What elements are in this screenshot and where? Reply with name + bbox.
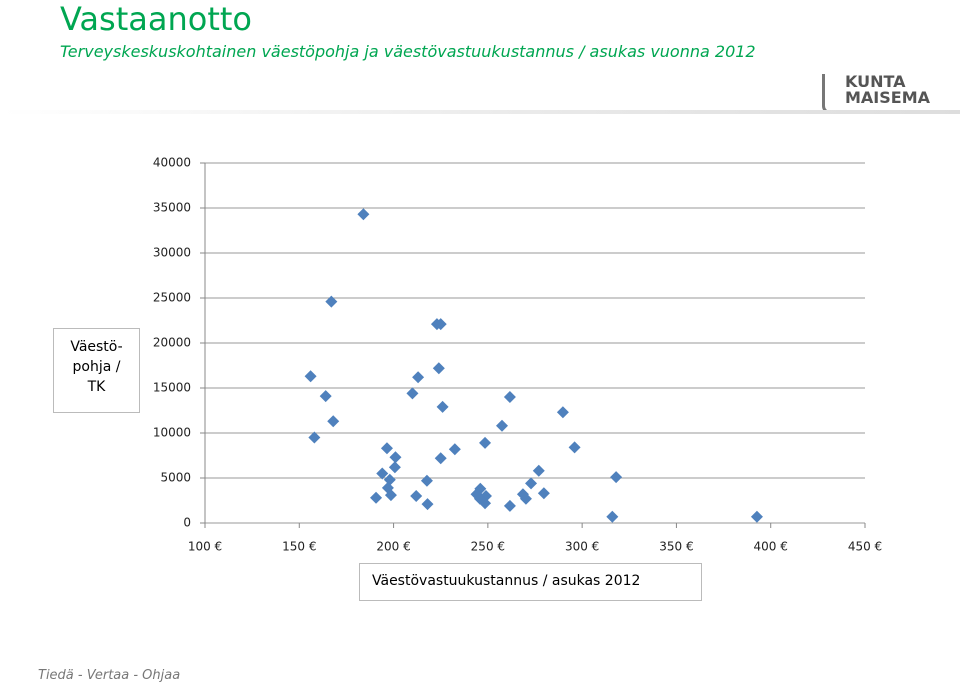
- y-tick-label: 5000: [160, 471, 191, 485]
- point: [370, 491, 383, 504]
- x-tick-label: 450 €: [848, 540, 882, 554]
- point: [421, 498, 434, 511]
- y-tick-label: 20000: [153, 336, 191, 350]
- point: [606, 510, 619, 523]
- subtitle: Terveyskeskuskohtainen väestöpohja ja vä…: [60, 42, 756, 61]
- y-tick-label: 30000: [153, 246, 191, 260]
- title: Vastaanotto: [60, 0, 252, 38]
- divider: [0, 110, 960, 114]
- point: [537, 487, 550, 500]
- point: [384, 489, 397, 502]
- y-tick-label: 25000: [153, 291, 191, 305]
- point: [519, 492, 532, 505]
- point: [503, 391, 516, 403]
- point: [434, 452, 447, 465]
- point: [532, 464, 545, 477]
- x-axis-label: Väestövastuukustannus / asukas 2012: [359, 563, 702, 601]
- x-tick-label: 250 €: [471, 540, 505, 554]
- point: [420, 474, 433, 487]
- point: [479, 436, 492, 449]
- point: [556, 406, 569, 419]
- point: [357, 208, 370, 221]
- point: [304, 370, 317, 383]
- point: [376, 467, 389, 480]
- point: [325, 295, 338, 308]
- point: [412, 371, 425, 384]
- point: [319, 390, 332, 403]
- y-tick-label: 40000: [153, 156, 191, 170]
- point: [410, 490, 423, 502]
- point: [383, 473, 396, 486]
- point: [380, 442, 393, 455]
- y-axis-label: Väestö-pohja / TK: [53, 328, 140, 413]
- point: [473, 492, 486, 505]
- x-tick-label: 200 €: [376, 540, 410, 554]
- x-tick-label: 400 €: [754, 540, 788, 554]
- point: [406, 387, 419, 400]
- footer-tagline: Tiedä - Vertaa - Ohjaa: [38, 668, 181, 683]
- x-tick-label: 350 €: [659, 540, 693, 554]
- point: [525, 477, 538, 490]
- y-tick-label: 35000: [153, 201, 191, 215]
- x-tick-label: 300 €: [565, 540, 599, 554]
- logo-text: KUNTA: [845, 72, 906, 91]
- point: [568, 441, 581, 454]
- point: [503, 499, 516, 512]
- y-tick-label: 15000: [153, 381, 191, 395]
- point: [389, 451, 402, 464]
- x-tick-label: 100 €: [188, 540, 222, 554]
- point: [436, 400, 449, 413]
- x-tick-label: 150 €: [282, 540, 316, 554]
- point: [496, 419, 508, 432]
- y-tick-label: 10000: [153, 426, 191, 440]
- logo-text: MAISEMA: [845, 88, 931, 107]
- point: [327, 415, 340, 428]
- point: [434, 318, 447, 331]
- y-tick-label: 0: [183, 516, 191, 530]
- point: [308, 431, 321, 444]
- point: [432, 362, 445, 375]
- point: [610, 471, 623, 484]
- point: [388, 461, 401, 474]
- point: [448, 443, 461, 456]
- point: [750, 510, 763, 523]
